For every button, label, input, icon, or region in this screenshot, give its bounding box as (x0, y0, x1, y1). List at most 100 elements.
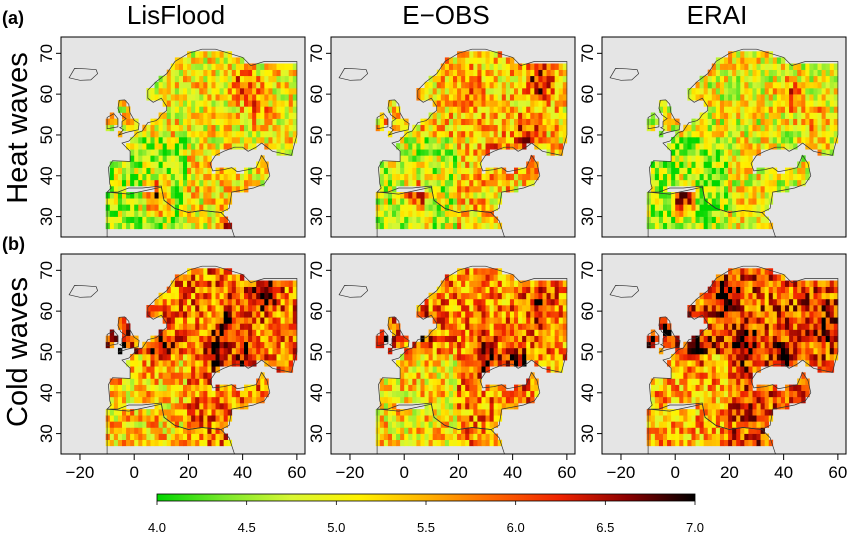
grid-cell (550, 366, 555, 373)
grid-cell (146, 439, 151, 447)
grid-cell (489, 137, 494, 144)
grid-cell (444, 118, 450, 126)
grid-cell (707, 198, 713, 205)
grid-cell (768, 130, 774, 138)
grid-cell (663, 210, 668, 217)
grid-cell (538, 341, 543, 349)
grid-cell (736, 155, 741, 162)
grid-cell (130, 204, 135, 211)
grid-cell (833, 137, 839, 144)
grid-cell (235, 57, 241, 64)
grid-cell (780, 69, 786, 77)
grid-cell (675, 161, 680, 168)
grid-cell (215, 51, 220, 58)
grid-cell (109, 390, 115, 398)
grid-cell (465, 335, 470, 343)
grid-cell (764, 137, 770, 144)
grid-cell (195, 118, 200, 126)
grid-cell (707, 130, 713, 138)
grid-cell (178, 317, 184, 324)
grid-cell (207, 94, 212, 101)
grid-cell (272, 124, 277, 132)
grid-cell (424, 94, 429, 101)
grid-cell (428, 185, 433, 193)
grid-cell (199, 323, 204, 330)
grid-cell (772, 81, 778, 89)
grid-cell (711, 149, 717, 156)
grid-cell (489, 185, 494, 193)
grid-cell (817, 130, 822, 138)
grid-cell (440, 427, 446, 434)
grid-cell (740, 222, 745, 230)
grid-cell (679, 192, 684, 199)
grid-cell (776, 130, 782, 138)
grid-cell (183, 137, 188, 144)
grid-cell (138, 433, 143, 441)
grid-cell (695, 421, 700, 428)
grid-cell (469, 222, 474, 230)
grid-cell (772, 88, 778, 95)
grid-cell (444, 378, 450, 385)
grid-cell (744, 216, 749, 224)
grid-cell (400, 415, 405, 422)
grid-cell (146, 427, 151, 434)
grid-cell (748, 69, 753, 77)
grid-cell (444, 216, 450, 224)
grid-cell (509, 106, 515, 113)
grid-cell (719, 421, 725, 428)
grid-cell (764, 185, 770, 193)
grid-cell (268, 118, 273, 126)
grid-cell (481, 112, 486, 119)
grid-cell (420, 427, 425, 434)
grid-cell (650, 192, 656, 199)
grid-cell (280, 81, 285, 89)
grid-cell (736, 421, 741, 428)
grid-cell (170, 280, 176, 287)
grid-cell (223, 192, 229, 199)
grid-cell (244, 130, 249, 138)
grid-cell (538, 63, 543, 70)
grid-cell (522, 112, 527, 119)
grid-cell (550, 63, 555, 70)
grid-cell (223, 274, 229, 281)
grid-cell (821, 81, 826, 89)
grid-cell (174, 409, 180, 416)
grid-cell (736, 57, 741, 64)
grid-cell (501, 298, 507, 306)
grid-cell (453, 298, 458, 306)
grid-cell (292, 88, 298, 95)
grid-cell (501, 274, 507, 281)
grid-cell (122, 192, 127, 199)
grid-cell (821, 118, 826, 126)
grid-cell (223, 124, 229, 132)
grid-cell (699, 137, 704, 144)
grid-cell (805, 112, 810, 119)
grid-cell (174, 360, 180, 367)
grid-cell (473, 94, 478, 101)
grid-cell (485, 112, 490, 119)
grid-cell (412, 222, 417, 230)
grid-cell (408, 360, 413, 367)
grid-cell (489, 409, 494, 416)
grid-cell (292, 124, 298, 132)
grid-cell (756, 63, 761, 70)
grid-cell (436, 347, 442, 355)
grid-cell (744, 57, 749, 64)
grid-cell (473, 155, 478, 162)
grid-cell (736, 439, 741, 447)
grid-cell (187, 130, 192, 138)
grid-cell (444, 161, 450, 168)
grid-cell (485, 57, 490, 64)
grid-cell (448, 63, 454, 70)
grid-cell (183, 94, 188, 101)
grid-cell (530, 161, 535, 168)
grid-cell (268, 94, 273, 101)
grid-cell (477, 354, 482, 361)
grid-cell (244, 360, 249, 367)
grid-cell (408, 130, 413, 138)
grid-cell (481, 88, 486, 95)
grid-cell (448, 167, 454, 175)
grid-cell (158, 396, 163, 404)
grid-cell (424, 354, 429, 361)
grid-cell (203, 124, 208, 132)
